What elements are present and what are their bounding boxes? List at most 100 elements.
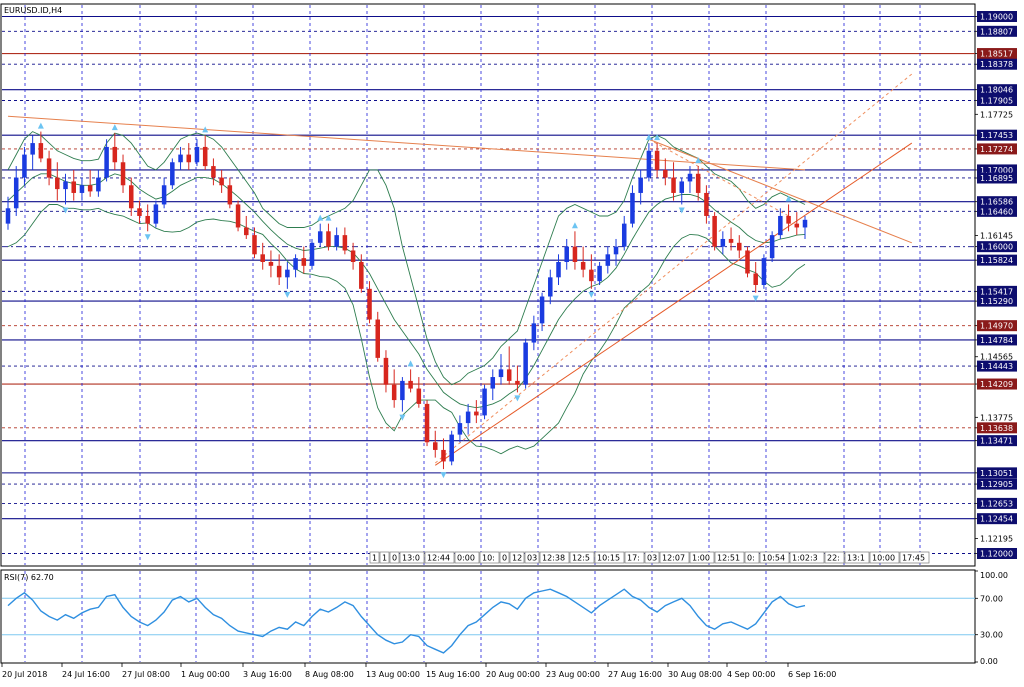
trendlines: [7, 73, 913, 466]
symbol-title: EURUSD.ID,H4: [4, 6, 62, 15]
candle-body: [778, 215, 783, 236]
fractal-down-icon: [399, 414, 406, 421]
candle-body: [548, 277, 553, 297]
candle-body: [605, 254, 611, 266]
candle-body: [391, 384, 397, 401]
candle-body: [761, 258, 767, 285]
candle-body: [104, 146, 109, 178]
candle-body: [671, 177, 676, 193]
horizontal-levels: [2, 15, 975, 554]
tag-box: [539, 551, 570, 564]
price-tick-label: 1.12653: [980, 499, 1013, 508]
tag-label: 12: [512, 554, 522, 563]
candle-body: [597, 265, 602, 282]
candle-body: [498, 369, 504, 378]
tag-box: [869, 551, 900, 564]
price-tag-bg: [977, 205, 1017, 217]
price-tick-label: 1.14209: [980, 380, 1013, 389]
candle-body: [128, 185, 134, 209]
price-tag-bg: [977, 58, 1017, 70]
candle-body: [720, 238, 726, 247]
price-tick-label: 1.13775: [980, 413, 1013, 422]
candle-body: [728, 238, 734, 243]
candle-body: [367, 288, 372, 320]
candle-body: [260, 254, 265, 262]
tag-label: 13:0: [402, 554, 420, 563]
rsi-label: RSI(7) 62.70: [4, 573, 54, 582]
candle-body: [441, 449, 446, 462]
tag-box: [689, 551, 715, 564]
candle-body: [276, 265, 282, 278]
price-tag-bg: [977, 25, 1017, 37]
tag-label: 13:1: [847, 554, 865, 563]
band-upper: [7, 131, 806, 386]
price-tick-label: 1.16460: [980, 207, 1013, 216]
price-tag-bg: [977, 497, 1017, 509]
price-tick-label: 1.14565: [980, 353, 1013, 362]
price-tick-label: 1.15824: [980, 256, 1013, 265]
rsi-line: [7, 588, 806, 654]
fractal-markers: [37, 122, 792, 479]
candle-body: [572, 246, 578, 262]
price-tick-label: 1.12195: [980, 535, 1013, 544]
candle-body: [38, 143, 44, 159]
candle-body: [186, 154, 192, 163]
time-tick-label: 27 Aug 16:00: [608, 670, 662, 679]
price-tag-bg: [977, 241, 1017, 253]
candle-body: [539, 296, 545, 324]
candle-body: [120, 162, 126, 186]
candle-body: [342, 235, 348, 251]
tag-label: 1: [382, 554, 387, 563]
candle-body: [515, 380, 520, 385]
rsi-tick-label: 30.00: [980, 631, 1003, 640]
time-tick-label: 27 Jul 08:00: [122, 670, 170, 679]
candle-body: [71, 181, 76, 193]
candle-body: [400, 380, 405, 401]
price-tick-label: 1.13051: [980, 469, 1013, 478]
tag-box: [499, 551, 510, 564]
band-middle: [7, 173, 806, 409]
price-tag-bg: [977, 95, 1017, 107]
candle-body: [679, 181, 685, 193]
candle-body: [465, 411, 471, 424]
candle-body: [424, 403, 430, 443]
candle-body: [46, 158, 52, 178]
bollinger-bands: [7, 131, 806, 455]
price-tick-label: 1.17274: [980, 145, 1013, 154]
candle-body: [769, 235, 775, 259]
candle-body: [704, 192, 709, 216]
rsi-tick-label: 70.00: [980, 594, 1003, 603]
price-tick-label: 1.14443: [980, 362, 1013, 371]
tag-label: 10:15: [597, 554, 620, 563]
candle-body: [87, 185, 93, 192]
main-panel-frame: [0, 3, 976, 567]
candle-body: [523, 342, 528, 385]
price-tag-bg: [977, 84, 1017, 96]
fractal-down-icon: [440, 472, 447, 479]
trendline: [434, 142, 913, 466]
rsi-panel-frame: [0, 569, 976, 664]
tag-box: [389, 551, 400, 564]
price-tag-bg: [977, 285, 1017, 297]
candle-body: [506, 369, 512, 381]
candle-body: [326, 231, 331, 247]
price-tag-bg: [977, 467, 1017, 479]
rsi-panel: RSI(7) 62.70: [0, 569, 976, 664]
time-tick-label: 4 Sep 00:00: [727, 670, 775, 679]
tag-label: 12:5: [572, 554, 590, 563]
tag-box: [509, 551, 525, 564]
tag-label: 10:: [482, 554, 495, 563]
time-tick-label: 20 Jul 2018: [2, 670, 47, 679]
tag-label: 12:44: [427, 554, 450, 563]
candle-body: [482, 388, 487, 416]
tag-box: [524, 551, 540, 564]
fractal-up-icon: [202, 126, 209, 133]
candle-body: [13, 177, 19, 209]
candle-body: [556, 261, 561, 278]
fractal-up-icon: [37, 122, 44, 129]
price-tick-label: 1.12454: [980, 515, 1013, 524]
tag-box: [369, 551, 380, 564]
candle-body: [153, 204, 159, 224]
price-tag-bg: [977, 320, 1017, 332]
